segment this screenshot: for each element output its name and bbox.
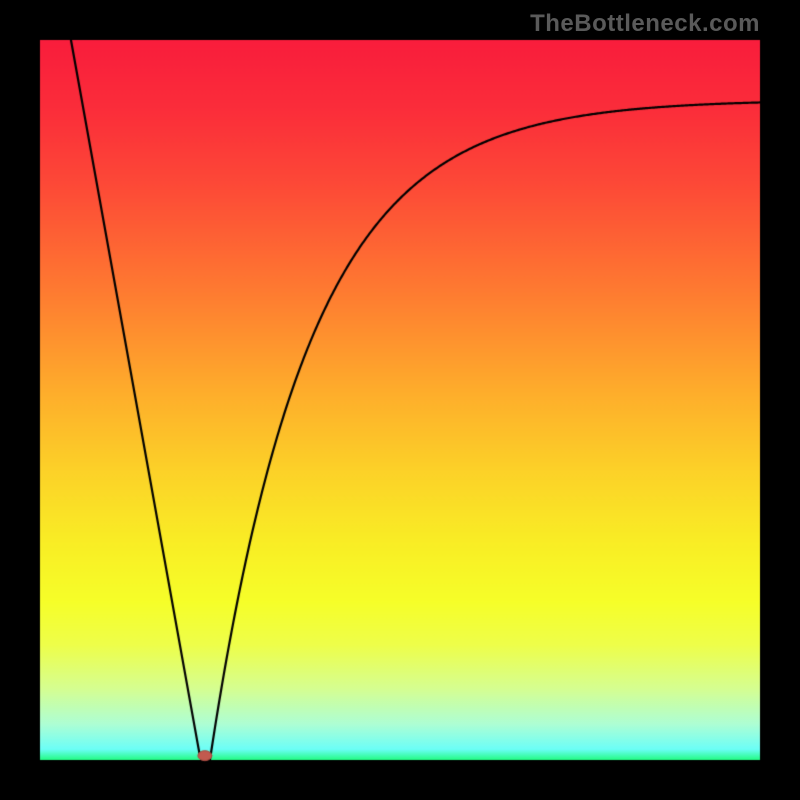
watermark-text: TheBottleneck.com <box>530 10 760 38</box>
bottleneck-chart <box>0 0 800 800</box>
